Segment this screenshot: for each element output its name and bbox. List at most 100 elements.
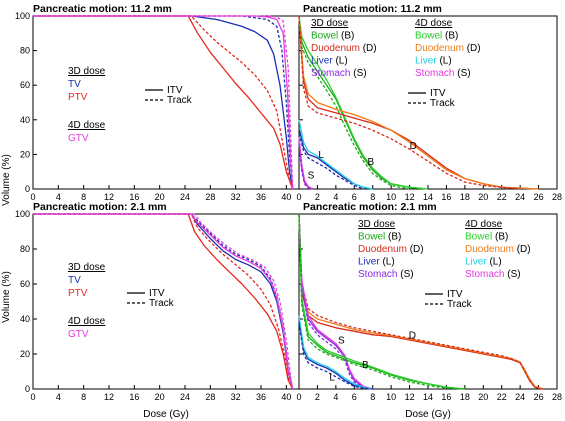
legend-item-label: Duodenum bbox=[415, 43, 467, 54]
x-tick-label: 8 bbox=[81, 392, 86, 402]
x-tick-label: 18 bbox=[460, 392, 470, 402]
legend-item-label: Liver bbox=[311, 56, 335, 67]
x-tick-label: 10 bbox=[386, 392, 396, 402]
x-tick-label: 20 bbox=[478, 192, 488, 202]
series-line-duodenum bbox=[298, 15, 521, 190]
legend-item-abbr: (S) bbox=[400, 269, 413, 280]
x-tick-label: 12 bbox=[405, 192, 415, 202]
legend-item-label: Bowel bbox=[465, 232, 495, 243]
x-tick-label: 14 bbox=[423, 392, 433, 402]
line-style-label-itv: ITV bbox=[430, 88, 446, 99]
y-tick-label: 40 bbox=[20, 314, 30, 324]
x-tick-label: 18 bbox=[460, 192, 470, 202]
x-tick-label: 32 bbox=[231, 392, 241, 402]
x-tick-label: 4 bbox=[56, 392, 61, 402]
legend-item-liver: Liver (L) bbox=[358, 257, 395, 268]
y-tick-label: 0 bbox=[25, 384, 30, 394]
legend-heading: 3D dose bbox=[358, 219, 396, 230]
legend-heading: 4D dose bbox=[68, 316, 106, 327]
legend-item-label: Stomach bbox=[465, 269, 507, 280]
curve-annotation: L bbox=[329, 372, 335, 383]
x-tick-label: 26 bbox=[534, 392, 544, 402]
legend-item-abbr: (B) bbox=[495, 232, 508, 243]
x-tick-label: 8 bbox=[370, 392, 375, 402]
x-tick-label: 0 bbox=[296, 192, 301, 202]
series-line-duodenum bbox=[298, 213, 544, 390]
chart-panel-2: Pancreatic motion: 11.2 mm0 2 4 6 8 10 12 14 16 1… bbox=[296, 3, 562, 202]
legend-item-tv: TV bbox=[68, 275, 81, 286]
series-line-liver bbox=[298, 119, 373, 190]
series-line-duodenum bbox=[298, 213, 544, 390]
panel-title: Pancreatic motion: 2.1 mm bbox=[33, 201, 167, 213]
y-tick-label: 100 bbox=[15, 11, 30, 21]
line-style-label-itv: ITV bbox=[167, 85, 183, 96]
x-tick-label: 28 bbox=[552, 392, 562, 402]
legend-heading: 4D dose bbox=[415, 18, 453, 29]
x-tick-label: 6 bbox=[352, 392, 357, 402]
x-tick-label: 22 bbox=[497, 192, 507, 202]
legend-item-liver: Liver (L) bbox=[415, 56, 452, 67]
legend-item-gtv: GTV bbox=[68, 329, 89, 340]
x-tick-label: 20 bbox=[155, 392, 165, 402]
y-tick-label: 80 bbox=[20, 244, 30, 254]
x-tick-label: 14 bbox=[423, 192, 433, 202]
chart-panel-3: Pancreatic motion: 2.1 mm 0 4 8 12 16 20 24 28 32… bbox=[15, 201, 300, 402]
series-line-ptv bbox=[33, 15, 294, 190]
legend-item-abbr: (L) bbox=[382, 257, 394, 268]
curve-annotation: D bbox=[410, 141, 417, 152]
panel-title: Pancreatic motion: 2.1 mm bbox=[303, 201, 437, 213]
x-tick-label: 10 bbox=[386, 192, 396, 202]
legend-item-tv: TV bbox=[68, 79, 81, 90]
legend-item-abbr: (L) bbox=[489, 257, 501, 268]
y-tick-label: 100 bbox=[15, 209, 30, 219]
legend-item-liver: Liver (L) bbox=[465, 257, 502, 268]
series-line-liver bbox=[298, 318, 373, 390]
line-style-label-itv: ITV bbox=[149, 288, 165, 299]
x-tick-label: 0 bbox=[30, 192, 35, 202]
legend-item-stomach: Stomach (S) bbox=[358, 269, 414, 280]
legend-item-abbr: (L) bbox=[335, 56, 347, 67]
y-tick-label: 60 bbox=[20, 80, 30, 90]
x-axis-label-right: Dose (Gy) bbox=[405, 409, 451, 420]
legend-item-label: Bowel bbox=[311, 31, 341, 42]
y-tick-label: 60 bbox=[20, 279, 30, 289]
line-style-label-track: Track bbox=[430, 98, 456, 109]
legend-item-abbr: (S) bbox=[353, 68, 366, 79]
series-line-ptv bbox=[33, 15, 294, 190]
series-line-stomach bbox=[298, 143, 313, 190]
series-line-stomach bbox=[298, 137, 314, 190]
legend-item-label: Duodenum bbox=[465, 244, 517, 255]
legend-heading: 3D dose bbox=[68, 66, 106, 77]
x-tick-label: 24 bbox=[515, 192, 525, 202]
series-line-tv bbox=[33, 15, 294, 190]
legend-item-stomach: Stomach (S) bbox=[465, 269, 521, 280]
legend-item-abbr: (B) bbox=[445, 31, 458, 42]
y-tick-label: 20 bbox=[20, 149, 30, 159]
legend-item-ptv: PTV bbox=[68, 92, 88, 103]
x-tick-label: 26 bbox=[534, 192, 544, 202]
legend-item-stomach: Stomach (S) bbox=[415, 68, 471, 79]
series-line-duodenum bbox=[298, 213, 544, 390]
x-tick-label: 12 bbox=[405, 392, 415, 402]
curve-annotation: L bbox=[318, 150, 324, 161]
line-style-label-track: Track bbox=[149, 298, 175, 309]
legend-item-label: Bowel bbox=[358, 232, 388, 243]
x-tick-label: 16 bbox=[129, 392, 139, 402]
series-line-liver bbox=[298, 315, 373, 390]
legend-item-stomach: Stomach (S) bbox=[311, 68, 367, 79]
x-axis-label-left: Dose (Gy) bbox=[143, 409, 189, 420]
x-tick-label: 16 bbox=[441, 392, 451, 402]
x-tick-label: 36 bbox=[256, 392, 266, 402]
x-tick-label: 8 bbox=[81, 192, 86, 202]
series-line-bowel bbox=[298, 213, 465, 390]
series-line-gtv bbox=[33, 213, 294, 390]
line-style-label-itv: ITV bbox=[447, 289, 463, 300]
legend-item-liver: Liver (L) bbox=[311, 56, 348, 67]
panel-title: Pancreatic motion: 11.2 mm bbox=[303, 3, 442, 15]
x-tick-label: 40 bbox=[281, 392, 291, 402]
series-line-gtv bbox=[33, 15, 294, 190]
x-tick-label: 24 bbox=[180, 392, 190, 402]
